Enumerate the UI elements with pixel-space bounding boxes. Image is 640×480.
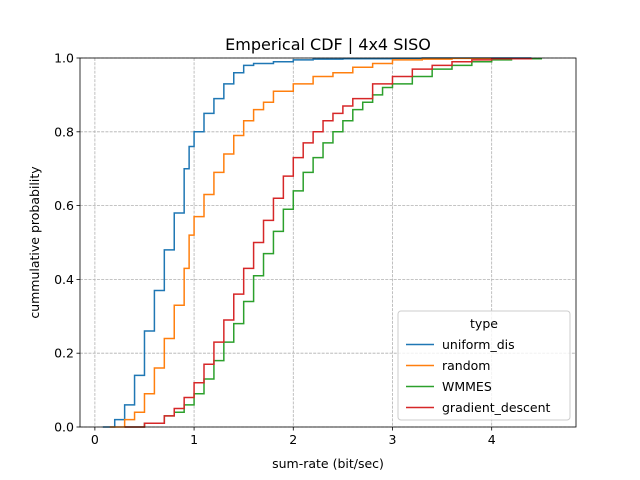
y-axis-label: cummulative probability bbox=[27, 166, 42, 319]
x-tick-label: 0 bbox=[91, 432, 99, 447]
legend-label-uniform-dis: uniform_dis bbox=[442, 337, 515, 352]
y-tick-label: 0.2 bbox=[54, 346, 74, 361]
y-tick-label: 0.0 bbox=[54, 420, 74, 435]
series-lines bbox=[102, 57, 543, 428]
x-axis-label: sum-rate (bit/sec) bbox=[272, 456, 384, 471]
legend-label-gradient-descent: gradient_descent bbox=[442, 400, 551, 415]
y-tick-label: 0.6 bbox=[54, 198, 74, 213]
legend-box bbox=[397, 310, 571, 421]
legend-label-random: random bbox=[442, 358, 490, 373]
x-tick-label: 1 bbox=[190, 432, 198, 447]
legend-label-wmmes: WMMES bbox=[442, 379, 492, 394]
chart-title: Emperical CDF | 4x4 SISO bbox=[225, 35, 431, 54]
y-tick-label: 1.0 bbox=[54, 51, 74, 66]
x-tick-label: 4 bbox=[488, 432, 496, 447]
x-tick-label: 3 bbox=[389, 432, 397, 447]
series-line-random bbox=[109, 57, 493, 428]
legend-title: type bbox=[470, 316, 498, 331]
y-tick-label: 0.4 bbox=[54, 272, 74, 287]
y-tick-label: 0.8 bbox=[54, 124, 74, 139]
series-line-uniform-dis bbox=[102, 57, 532, 428]
plot-frame bbox=[79, 57, 577, 428]
x-tick-label: 2 bbox=[289, 432, 297, 447]
series-line-gradient-descent bbox=[124, 57, 533, 428]
axis-ticks: 0 1 2 3 4 0.0 0.2 0.4 0.6 0.8 1.0 bbox=[54, 51, 496, 448]
series-line-wmmes bbox=[124, 57, 543, 428]
